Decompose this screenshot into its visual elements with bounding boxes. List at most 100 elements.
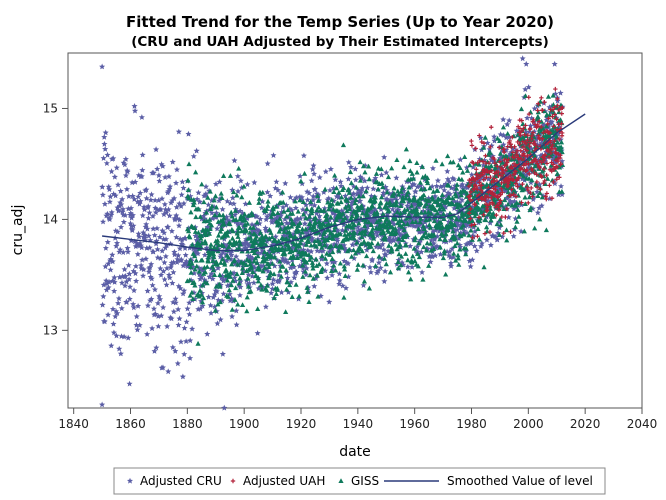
adjusted-cru-point [381, 154, 388, 160]
adjusted-cru-point [178, 191, 185, 198]
adjusted-cru-point [133, 277, 140, 284]
adjusted-cru-point [227, 211, 234, 218]
giss-point [218, 190, 224, 196]
adjusted-cru-point [125, 334, 132, 341]
adjusted-uah-point [521, 151, 526, 156]
giss-point [191, 197, 197, 202]
giss-point [504, 237, 510, 243]
adjusted-cru-point [173, 204, 180, 210]
adjusted-cru-point [162, 174, 169, 180]
adjusted-cru-point [146, 209, 153, 216]
giss-point [342, 266, 348, 272]
adjusted-uah-point [503, 162, 509, 168]
adjusted-uah-point [520, 181, 525, 187]
adjusted-cru-point [414, 243, 421, 250]
adjusted-cru-point [159, 163, 166, 169]
adjusted-cru-point [143, 186, 150, 193]
giss-point [543, 227, 549, 233]
adjusted-cru-point [295, 295, 302, 302]
giss-point [437, 244, 443, 250]
adjusted-cru-point [369, 256, 376, 262]
giss-point [351, 222, 357, 227]
adjusted-cru-point [172, 295, 179, 302]
adjusted-cru-point [121, 266, 128, 273]
giss-point [354, 212, 360, 218]
adjusted-cru-point [291, 274, 298, 281]
giss-point [353, 184, 359, 190]
giss-point [378, 166, 384, 172]
adjusted-uah-point [513, 181, 518, 186]
adjusted-cru-point [135, 230, 142, 237]
adjusted-cru-point [546, 104, 553, 110]
giss-point [357, 159, 363, 165]
adjusted-cru-point [163, 236, 170, 242]
giss-point [296, 293, 302, 299]
adjusted-cru-point [180, 200, 187, 207]
adjusted-cru-point [274, 212, 281, 219]
adjusted-cru-point [284, 274, 291, 281]
giss-point [401, 164, 407, 170]
adjusted-cru-point [224, 198, 231, 204]
adjusted-cru-point [303, 201, 310, 208]
giss-point [401, 227, 407, 233]
giss-point [221, 215, 227, 221]
adjusted-cru-point [492, 233, 499, 240]
giss-point [398, 253, 405, 259]
adjusted-cru-point [144, 331, 151, 337]
giss-point [309, 205, 315, 211]
adjusted-cru-point [310, 197, 317, 203]
giss-point [491, 196, 497, 202]
adjusted-uah-point [467, 193, 473, 198]
adjusted-cru-point [135, 302, 142, 309]
giss-point [526, 175, 532, 181]
giss-point [209, 203, 215, 209]
giss-point [291, 255, 297, 260]
adjusted-cru-point [400, 261, 407, 268]
adjusted-cru-point [550, 149, 557, 155]
adjusted-cru-point [220, 249, 227, 255]
giss-point [248, 288, 254, 294]
adjusted-cru-point [463, 241, 470, 247]
adjusted-cru-point [488, 157, 495, 163]
adjusted-cru-point [448, 216, 455, 223]
adjusted-cru-point [165, 368, 172, 375]
adjusted-uah-point [506, 157, 511, 162]
giss-point [360, 193, 366, 199]
giss-point [379, 180, 385, 186]
giss-point [336, 247, 342, 253]
giss-point [372, 194, 378, 200]
giss-point [431, 204, 437, 210]
series-adjusted-uah [466, 86, 565, 240]
giss-point [263, 242, 269, 248]
adjusted-uah-point [530, 194, 535, 199]
giss-point [254, 219, 260, 225]
giss-point [319, 224, 325, 230]
adjusted-cru-point [176, 216, 183, 223]
adjusted-cru-point [528, 115, 535, 121]
adjusted-cru-point [144, 225, 151, 232]
x-tick-label: 1960 [399, 417, 430, 431]
giss-point [232, 208, 239, 213]
adjusted-uah-point [518, 148, 523, 153]
adjusted-cru-point [278, 289, 285, 296]
adjusted-uah-point [509, 187, 514, 192]
giss-point [521, 173, 527, 179]
giss-point [386, 229, 392, 234]
giss-point [320, 234, 326, 240]
adjusted-cru-point [152, 209, 159, 216]
giss-point [251, 250, 258, 256]
adjusted-cru-point [162, 253, 169, 260]
adjusted-cru-point [455, 235, 462, 242]
adjusted-cru-point [301, 262, 308, 269]
giss-point [457, 246, 463, 252]
giss-point [229, 261, 235, 267]
giss-point [425, 209, 432, 215]
adjusted-uah-point [508, 229, 513, 234]
adjusted-cru-point [131, 103, 138, 109]
adjusted-cru-point [229, 186, 236, 193]
giss-point [419, 164, 426, 169]
x-tick-label: 1920 [286, 417, 317, 431]
giss-point [399, 185, 405, 191]
adjusted-cru-point [112, 227, 119, 234]
